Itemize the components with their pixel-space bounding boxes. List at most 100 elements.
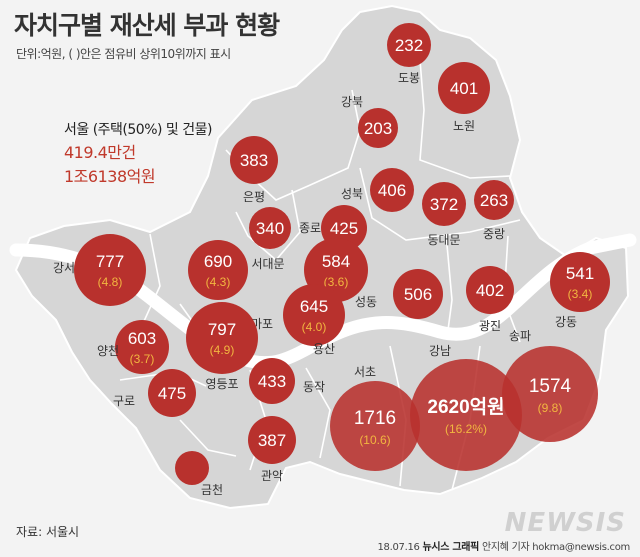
district-name: 도봉 <box>398 71 420 85</box>
credit-date: 18.07.16 <box>377 542 420 553</box>
district-name: 금천 <box>201 482 223 497</box>
district-name: 서대문 <box>251 257 284 271</box>
district-value: 506 <box>404 285 432 304</box>
district-circle <box>502 346 598 442</box>
district-12: 645 (4.0) 용산 <box>283 284 345 356</box>
district-value: 2620억원 <box>427 396 504 418</box>
district-name: 종로 <box>299 221 321 235</box>
district-value: 203 <box>364 119 392 138</box>
district-value: 387 <box>258 431 286 450</box>
district-circle <box>474 180 514 220</box>
district-value: 406 <box>378 181 406 200</box>
district-circle <box>550 252 610 312</box>
page-title: 자치구별 재산세 부과 현황 <box>14 11 280 40</box>
district-value: 690 <box>204 252 232 271</box>
district-share: (4.9) <box>210 343 235 357</box>
district-name: 영등포 <box>205 377 238 391</box>
district-value: 402 <box>476 281 504 300</box>
district-name: 용산 <box>313 342 335 356</box>
district-share: (16.2%) <box>445 422 487 436</box>
credit-email: hokma@newsis.com <box>532 542 630 553</box>
district-name: 강남 <box>429 344 451 358</box>
seoul-summary: 서울 (주택(50%) 및 건물) 419.4만건 1조6138억원 <box>64 120 212 189</box>
summary-amount: 1조6138억원 <box>64 167 156 186</box>
district-circle <box>175 451 209 485</box>
district-value: 372 <box>430 195 458 214</box>
district-value: 475 <box>158 384 186 403</box>
summary-count: 419.4만건 <box>64 143 136 162</box>
district-circle <box>393 269 443 319</box>
district-name: 구로 <box>113 394 135 408</box>
district-share: (9.8) <box>538 401 563 415</box>
district-share: (3.7) <box>130 352 155 366</box>
district-20: 387 관악 <box>248 416 296 483</box>
district-share: (4.8) <box>98 275 123 289</box>
district-name: 양천 <box>97 343 119 358</box>
district-name: 송파 <box>509 329 531 343</box>
district-23: 2620억원 (16.2%) 강남 <box>410 344 522 471</box>
district-value: 263 <box>480 191 508 210</box>
district-value: 645 <box>300 297 328 316</box>
district-19: 433 동작 <box>249 358 325 404</box>
district-circle <box>148 369 196 417</box>
district-name: 강북 <box>341 95 363 109</box>
district-name: 동대문 <box>427 233 460 247</box>
district-name: 동작 <box>303 380 325 394</box>
district-name: 마포 <box>251 317 273 331</box>
district-share: (10.6) <box>359 433 390 447</box>
district-0: 232 도봉 <box>387 23 431 85</box>
district-16: 603 (3.7) 양천 <box>97 320 169 374</box>
district-18: 475 구로 <box>113 369 196 417</box>
district-value: 541 <box>566 264 594 283</box>
district-circle <box>410 359 522 471</box>
district-value: 401 <box>450 79 478 98</box>
district-name: 성동 <box>355 295 377 309</box>
credit-author: 안지혜 기자 <box>481 542 530 553</box>
district-share: (3.4) <box>568 287 593 301</box>
district-21: 금천 <box>175 451 223 497</box>
district-6: 263 중랑 <box>474 180 514 241</box>
district-11: 777 (4.8) 강서 <box>53 234 146 306</box>
district-name: 중랑 <box>483 227 505 241</box>
district-value: 1574 <box>529 376 572 397</box>
district-name: 성북 <box>341 187 363 201</box>
district-value: 777 <box>96 252 124 271</box>
district-name: 광진 <box>479 319 501 333</box>
district-7: 340 종로 <box>249 207 321 249</box>
district-3: 383 은평 <box>230 136 278 204</box>
source-note: 자료: 서울시 <box>16 525 80 539</box>
district-circle <box>248 416 296 464</box>
district-24: 1574 (9.8) 송파 <box>502 329 598 442</box>
district-circle <box>74 234 146 306</box>
district-circle <box>466 266 514 314</box>
summary-title: 서울 (주택(50%) 및 건물) <box>64 122 212 138</box>
district-14: 402 광진 <box>466 266 514 333</box>
district-share: (4.3) <box>206 275 231 289</box>
district-value: 603 <box>128 329 156 348</box>
newsis-watermark: NEWSIS <box>504 508 626 538</box>
district-circle <box>387 23 431 67</box>
district-name: 은평 <box>243 190 265 204</box>
district-circle <box>186 302 258 374</box>
district-1: 401 노원 <box>438 62 490 133</box>
district-value: 433 <box>258 372 286 391</box>
district-circle <box>249 207 291 249</box>
district-13: 506 성동 <box>355 269 443 319</box>
district-name: 강서 <box>53 261 75 275</box>
district-circle <box>370 168 414 212</box>
district-name: 노원 <box>453 119 475 133</box>
district-circle <box>188 240 248 300</box>
district-22: 1716 (10.6) 서초 <box>330 365 420 471</box>
district-circle <box>330 381 420 471</box>
district-name: 서초 <box>354 365 376 379</box>
district-circle <box>115 320 169 374</box>
district-circle <box>230 136 278 184</box>
district-circle <box>358 108 398 148</box>
district-value: 797 <box>208 320 236 339</box>
district-9: 690 (4.3) 서대문 <box>188 240 285 300</box>
district-value: 425 <box>330 219 358 238</box>
district-5: 372 동대문 <box>422 182 466 247</box>
district-share: (3.6) <box>324 275 349 289</box>
